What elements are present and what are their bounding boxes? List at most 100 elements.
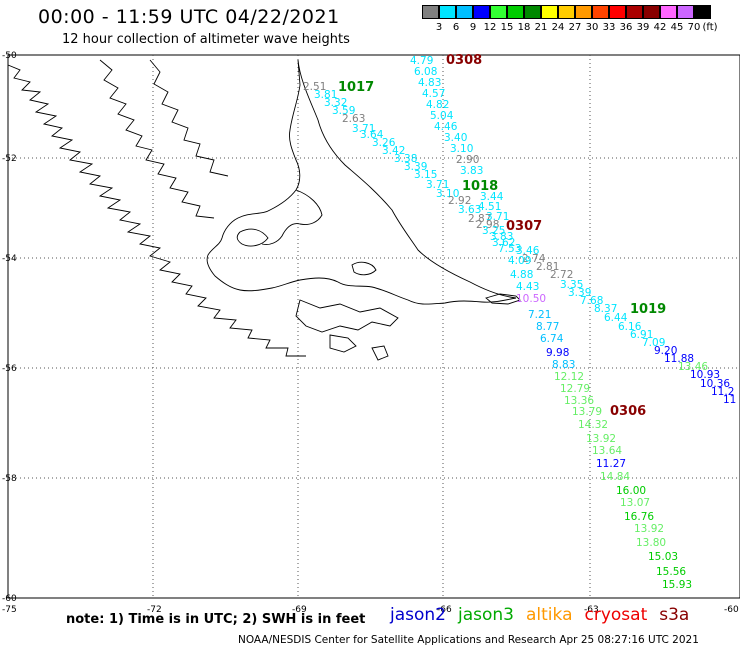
legend-item-cryosat: cryosat	[584, 605, 648, 625]
wave-height-value: 8.77	[536, 321, 559, 333]
colorbar-cell	[524, 5, 541, 19]
colorbar-label: 70	[687, 22, 701, 33]
footer-credit: NOAA/NESDIS Center for Satellite Applica…	[238, 634, 699, 646]
isla-de-los-estados	[485, 293, 521, 305]
satellite-legend: jason2 jason3 altika cryosat s3a	[390, 605, 701, 625]
wave-height-value: 15.03	[648, 551, 678, 563]
wave-height-value: 3.83	[460, 165, 483, 177]
colorbar-label: 21	[534, 22, 548, 33]
wave-height-value: 7.53	[498, 243, 521, 255]
wave-height-value: 4.46	[434, 121, 458, 133]
wave-height-value: 3.39	[404, 161, 427, 173]
wave-height-value: 9.20	[654, 345, 677, 357]
navarino-island	[329, 334, 357, 353]
wave-height-value: 3.35	[560, 279, 583, 291]
map-title: 00:00 - 11:59 UTC 04/22/2021	[38, 6, 340, 28]
wave-height-value: 3.71	[486, 211, 509, 223]
wave-height-value: 7.21	[528, 309, 551, 321]
wave-height-value: 4.88	[510, 269, 533, 281]
wave-height-value: 3.32	[324, 97, 347, 109]
colorbar-cell	[626, 5, 643, 19]
wave-height-value: 13.79	[572, 406, 602, 418]
colorbar-cell	[456, 5, 473, 19]
track-id-label: 0308	[446, 53, 482, 68]
inner-lake	[351, 261, 377, 276]
wave-height-value: 3.39	[568, 287, 591, 299]
wave-height-value: 3.10	[436, 188, 459, 200]
wave-height-value: 4.57	[422, 88, 445, 100]
wave-height-value: 11.2	[711, 386, 734, 398]
wave-height-value: 4.51	[478, 201, 501, 213]
wave-height-value: 2.87	[468, 213, 491, 225]
wave-height-value: 16.00	[616, 485, 646, 497]
wave-height-value: 3.15	[414, 169, 437, 181]
colorbar-cell	[473, 5, 490, 19]
colorbar-label: 27	[568, 22, 582, 33]
wave-height-value: 6.91	[630, 329, 653, 341]
wave-height-value: 2.63	[342, 113, 365, 125]
wave-height-value: 3.63	[458, 204, 481, 216]
colorbar-cell	[541, 5, 558, 19]
wave-height-value: 3.46	[516, 245, 540, 257]
colorbar-label: 30	[585, 22, 599, 33]
wave-height-value: 14.84	[600, 471, 630, 483]
colorbar-cell	[609, 5, 626, 19]
wave-height-value: 2.72	[550, 269, 573, 281]
colorbar-label: 36	[619, 22, 633, 33]
wave-height-value: 13.80	[636, 537, 666, 549]
wave-height-value: 5.04	[430, 110, 454, 122]
wave-height-value: 13.92	[586, 433, 616, 445]
tierra-del-fuego-coast	[206, 59, 517, 305]
wave-height-value: 4.43	[516, 281, 539, 293]
chile-fjord-coast	[7, 64, 306, 357]
wave-height-value: 11.88	[664, 353, 694, 365]
colorbar-label: 3	[435, 22, 443, 33]
map-frame	[7, 54, 740, 599]
legend-item-jason3: jason3	[458, 605, 514, 625]
wave-height-value: 6.44	[604, 312, 628, 324]
wave-height-value: 6.16	[618, 321, 642, 333]
wave-height-value: 9.98	[546, 347, 569, 359]
wave-height-value: 10.50	[516, 293, 546, 305]
lat-lon-grid	[8, 55, 740, 598]
wave-height-value: 12.12	[554, 371, 584, 383]
wave-height-value: 14.32	[578, 419, 608, 431]
wave-height-value: 12.79	[560, 383, 590, 395]
wave-height-value: 2.90	[456, 154, 479, 166]
wave-height-value: 3.44	[480, 191, 504, 203]
colorbar-label: 15	[500, 22, 514, 33]
colorbar-cell	[660, 5, 677, 19]
lat-label: -54	[2, 254, 17, 264]
wave-height-value: 3.40	[444, 132, 467, 144]
colorbar-cell	[592, 5, 609, 19]
wave-height-value: 7.09	[642, 337, 665, 349]
wave-height-value: 3.10	[450, 143, 473, 155]
colorbar-label: 45	[670, 22, 684, 33]
lat-label: -50	[2, 51, 17, 61]
axis-labels: -50-52-54-56-58-60-75 -72 -69 -66 -63 -60	[2, 51, 739, 615]
wave-height-value: 3.62	[492, 237, 515, 249]
wave-height-value: 13.07	[620, 497, 650, 509]
colorbar-cell	[439, 5, 456, 19]
wave-height-value: 8.37	[594, 303, 617, 315]
wave-height-value: 13.36	[564, 395, 594, 407]
lon-label: -63	[584, 605, 599, 615]
wave-height-value: 3.38	[394, 153, 417, 165]
wave-height-value: 7.68	[580, 295, 603, 307]
wave-height-value: 4.82	[426, 99, 449, 111]
colorbar-cell	[507, 5, 524, 19]
wave-height-value: 16.76	[624, 511, 654, 523]
wave-height-value: 15.93	[662, 579, 692, 591]
colorbar-cell	[558, 5, 575, 19]
wave-height-value: 13.92	[634, 523, 664, 535]
southern-islands	[295, 299, 399, 333]
legend-item-s3a: s3a	[659, 605, 690, 625]
lat-label: -60	[2, 594, 17, 604]
colorbar-label: 9	[469, 22, 477, 33]
track-labels: 0308 1017 1018 0307 1019 0306	[338, 53, 666, 419]
wave-height-value: 3.71	[352, 123, 375, 135]
chile-inner-fjords	[99, 59, 215, 219]
lat-label: -58	[2, 474, 17, 484]
track-id-label: 1019	[630, 302, 666, 317]
